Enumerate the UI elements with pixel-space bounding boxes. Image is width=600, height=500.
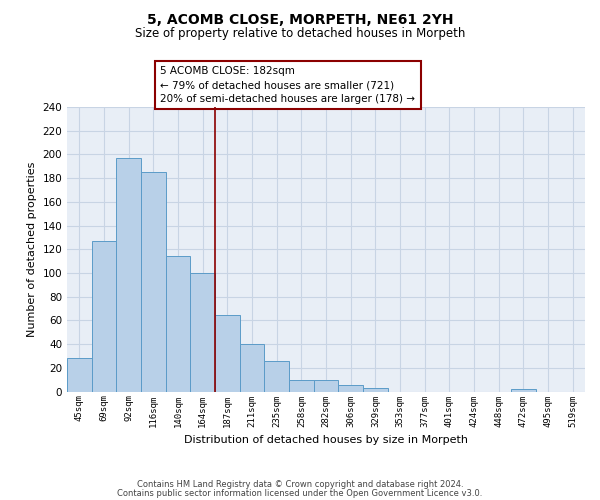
Bar: [141, 172, 166, 392]
Text: Contains public sector information licensed under the Open Government Licence v3: Contains public sector information licen…: [118, 488, 482, 498]
Bar: [511, 390, 536, 392]
Bar: [215, 314, 240, 392]
X-axis label: Distribution of detached houses by size in Morpeth: Distribution of detached houses by size …: [184, 435, 468, 445]
Y-axis label: Number of detached properties: Number of detached properties: [27, 162, 37, 337]
Text: Size of property relative to detached houses in Morpeth: Size of property relative to detached ho…: [135, 28, 465, 40]
Bar: [67, 358, 92, 392]
Bar: [240, 344, 265, 392]
Bar: [190, 273, 215, 392]
Bar: [116, 158, 141, 392]
Bar: [289, 380, 314, 392]
Bar: [166, 256, 190, 392]
Text: 5, ACOMB CLOSE, MORPETH, NE61 2YH: 5, ACOMB CLOSE, MORPETH, NE61 2YH: [147, 12, 453, 26]
Bar: [338, 384, 363, 392]
Bar: [314, 380, 338, 392]
Text: Contains HM Land Registry data © Crown copyright and database right 2024.: Contains HM Land Registry data © Crown c…: [137, 480, 463, 489]
Bar: [265, 361, 289, 392]
Bar: [92, 241, 116, 392]
Bar: [363, 388, 388, 392]
Text: 5 ACOMB CLOSE: 182sqm
← 79% of detached houses are smaller (721)
20% of semi-det: 5 ACOMB CLOSE: 182sqm ← 79% of detached …: [160, 66, 415, 104]
